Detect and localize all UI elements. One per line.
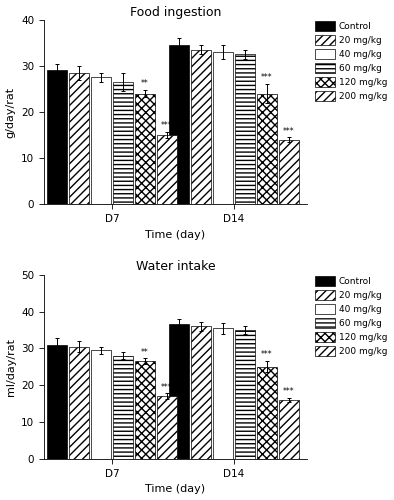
Bar xyxy=(47,346,67,459)
Legend: Control, 20 mg/kg, 40 mg/kg, 60 mg/kg, 120 mg/kg, 200 mg/kg: Control, 20 mg/kg, 40 mg/kg, 60 mg/kg, 1… xyxy=(314,276,388,357)
Bar xyxy=(69,346,89,459)
Text: ***: *** xyxy=(161,382,173,392)
Bar xyxy=(157,396,177,459)
Bar xyxy=(257,94,277,204)
Text: ***: *** xyxy=(283,387,295,396)
Text: ***: *** xyxy=(261,350,273,360)
Bar xyxy=(113,82,133,204)
Bar xyxy=(169,45,189,204)
Bar xyxy=(279,400,299,459)
Bar xyxy=(91,350,111,459)
Text: ***: *** xyxy=(283,126,295,136)
Bar xyxy=(257,367,277,459)
X-axis label: Time (day): Time (day) xyxy=(145,484,206,494)
Legend: Control, 20 mg/kg, 40 mg/kg, 60 mg/kg, 120 mg/kg, 200 mg/kg: Control, 20 mg/kg, 40 mg/kg, 60 mg/kg, 1… xyxy=(314,20,388,102)
Text: ***: *** xyxy=(161,122,173,130)
Y-axis label: ml/day/rat: ml/day/rat xyxy=(6,338,15,396)
Bar xyxy=(91,78,111,204)
Bar xyxy=(69,73,89,204)
Text: ***: *** xyxy=(261,74,273,82)
Bar xyxy=(135,94,155,204)
Bar xyxy=(157,135,177,204)
Bar xyxy=(47,70,67,204)
Bar xyxy=(235,330,255,459)
Bar xyxy=(213,328,233,459)
Bar xyxy=(213,52,233,204)
Title: Water intake: Water intake xyxy=(136,260,216,274)
Bar xyxy=(191,326,211,459)
Text: **: ** xyxy=(141,348,149,356)
Y-axis label: g/day/rat: g/day/rat xyxy=(6,86,15,138)
Bar xyxy=(191,50,211,204)
Bar xyxy=(279,140,299,204)
X-axis label: Time (day): Time (day) xyxy=(145,230,206,239)
Bar xyxy=(169,324,189,459)
Bar xyxy=(135,362,155,459)
Bar xyxy=(235,54,255,204)
Text: **: ** xyxy=(141,79,149,88)
Title: Food ingestion: Food ingestion xyxy=(130,6,221,18)
Bar xyxy=(113,356,133,459)
